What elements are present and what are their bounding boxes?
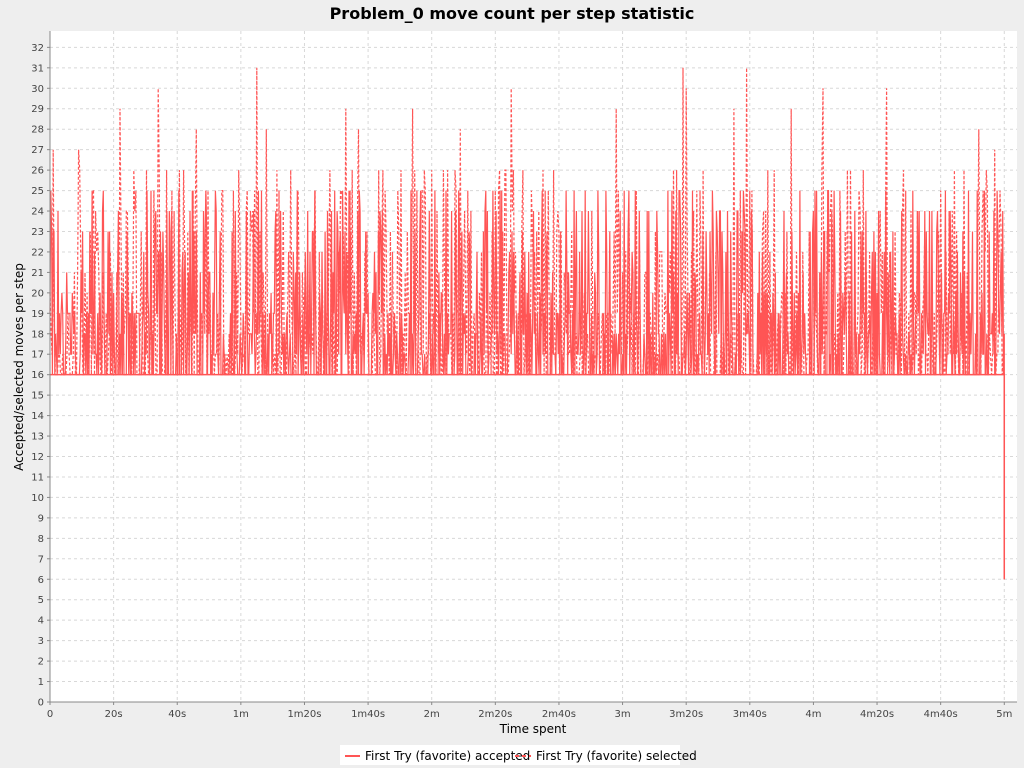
series-layer: [49, 67, 1006, 580]
x-tick-label: 2m40s: [542, 709, 576, 720]
y-tick-label: 13: [31, 432, 44, 443]
y-tick-label: 9: [38, 513, 44, 524]
x-tick-label: 1m: [233, 709, 249, 720]
grid: [49, 31, 1017, 703]
y-tick-label: 26: [31, 166, 44, 177]
y-tick-label: 31: [31, 63, 44, 74]
y-tick-label: 6: [38, 575, 44, 586]
x-tick-label: 4m20s: [860, 709, 894, 720]
y-tick-label: 7: [38, 554, 44, 565]
x-tick-label: 20s: [105, 709, 123, 720]
y-tick-label: 19: [31, 309, 44, 320]
y-tick-label: 5: [38, 595, 44, 606]
x-tick-label: 1m40s: [351, 709, 385, 720]
y-tick-label: 25: [31, 186, 44, 197]
y-tick-label: 23: [31, 227, 44, 238]
chart-title: Problem_0 move count per step statistic: [330, 4, 695, 23]
y-tick-label: 11: [31, 472, 44, 483]
legend-label-accepted: First Try (favorite) accepted: [365, 749, 530, 763]
x-tick-label: 40s: [168, 709, 186, 720]
y-tick-label: 3: [38, 636, 44, 647]
y-tick-label: 28: [31, 125, 44, 136]
y-tick-label: 1: [38, 677, 44, 688]
y-tick-label: 21: [31, 268, 44, 279]
y-tick-label: 16: [31, 370, 44, 381]
y-tick-label: 29: [31, 104, 44, 115]
y-tick-label: 15: [31, 391, 44, 402]
x-tick-label: 0: [47, 709, 53, 720]
legend-label-selected: First Try (favorite) selected: [536, 749, 697, 763]
x-axis-label: Time spent: [499, 722, 567, 736]
y-tick-label: 0: [38, 698, 44, 709]
y-axis-label: Accepted/selected moves per step: [12, 263, 26, 471]
x-tick-label: 3m40s: [733, 709, 767, 720]
y-tick-label: 20: [31, 288, 44, 299]
legend-box: [340, 745, 680, 765]
axes: 0123456789101112131415161718192021222324…: [31, 31, 1017, 720]
y-tick-label: 22: [31, 247, 44, 258]
x-tick-label: 4m40s: [924, 709, 958, 720]
plot-area: [50, 31, 1017, 702]
x-tick-label: 3m: [615, 709, 631, 720]
x-tick-label: 4m: [805, 709, 821, 720]
y-tick-label: 30: [31, 84, 44, 95]
y-tick-label: 8: [38, 534, 44, 545]
y-tick-label: 4: [38, 616, 44, 627]
y-tick-label: 32: [31, 43, 44, 54]
y-tick-label: 2: [38, 657, 44, 668]
x-tick-label: 5m: [996, 709, 1012, 720]
y-tick-label: 18: [31, 329, 44, 340]
x-tick-label: 3m20s: [669, 709, 703, 720]
x-tick-label: 1m20s: [287, 709, 321, 720]
x-tick-label: 2m: [424, 709, 440, 720]
legend: First Try (favorite) accepted First Try …: [340, 745, 697, 765]
y-tick-label: 14: [31, 411, 44, 422]
y-tick-label: 12: [31, 452, 44, 463]
x-tick-label: 2m20s: [478, 709, 512, 720]
y-tick-label: 10: [31, 493, 44, 504]
y-tick-label: 24: [31, 207, 44, 218]
y-tick-label: 17: [31, 350, 44, 361]
y-tick-label: 27: [31, 145, 44, 156]
